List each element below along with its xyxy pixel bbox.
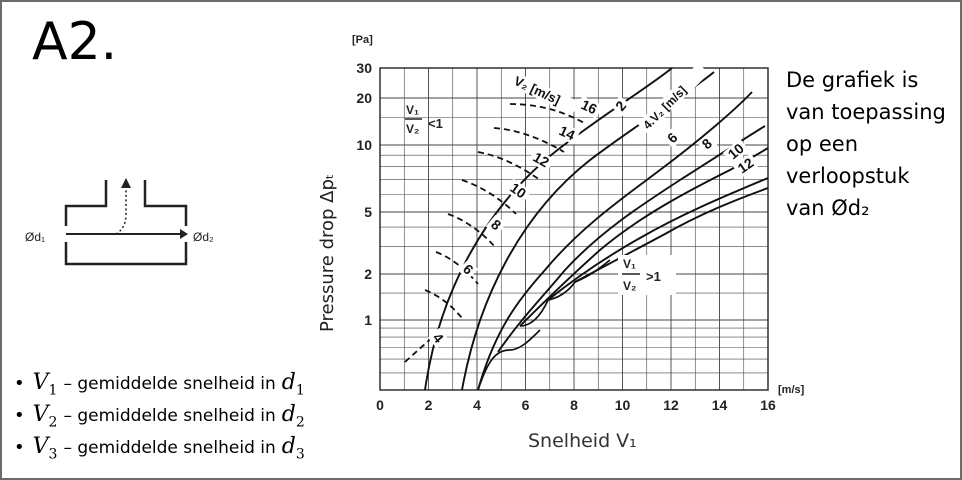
variable-description: – gemiddelde snelheid in <box>63 374 276 394</box>
pressure-curve-solid <box>519 147 769 327</box>
curve-label-dashed: 14 <box>557 122 578 143</box>
legend-item-v1: • V1 – gemiddelde snelheid in d1 <box>14 370 305 402</box>
label-backdrop <box>485 214 507 236</box>
variable-target: d1 <box>281 370 305 399</box>
ratio-denominator: V₂ <box>406 122 419 136</box>
ratio-low-value: <1 <box>428 116 443 131</box>
dashed-curve-family <box>404 103 587 363</box>
x-tick-label: 2 <box>425 397 433 413</box>
note-line: van toepassing <box>786 100 946 124</box>
bullet-icon: • <box>14 373 25 394</box>
pressure-curve-dashed <box>477 151 541 181</box>
x-tick-label: 8 <box>570 397 578 413</box>
label-backdrop <box>457 259 479 280</box>
pressure-curve-solid <box>547 281 576 301</box>
ratio-low-annotation: V₁ V₂ <1 <box>405 103 443 136</box>
plot-border <box>379 67 769 391</box>
pressure-curve-dashed <box>493 127 565 153</box>
x-tick-label: 16 <box>760 397 776 413</box>
pressure-curve-dashed <box>435 251 479 285</box>
pressure-curve-solid <box>519 299 549 327</box>
pressure-curve-dashed <box>509 103 587 125</box>
variable-target: d2 <box>281 402 305 431</box>
variable-legend: • V1 – gemiddelde snelheid in d1 • V2 – … <box>14 370 305 466</box>
y-axis-title: Pressure drop Δpₜ <box>317 174 338 332</box>
label-backdrop <box>427 327 449 349</box>
x-tick-label: 6 <box>522 397 530 413</box>
x-tick-label: 12 <box>663 397 679 413</box>
ratio-denominator: V₂ <box>623 279 636 293</box>
x-tick-label: 10 <box>615 397 631 413</box>
label-backdrop <box>527 148 555 173</box>
y-unit-label: [Pa] <box>352 34 373 46</box>
inlet-label: Ød₁ <box>25 230 45 244</box>
branch-flow-line <box>115 186 127 235</box>
x-tick-label: 0 <box>376 397 384 413</box>
x-unit-label: [m/s] <box>778 384 805 396</box>
y-tick-label: 1 <box>364 312 372 328</box>
variable-symbol: V2 <box>32 402 58 431</box>
curve-label-dashed: 12 <box>531 149 553 171</box>
label-backdrop <box>504 178 532 204</box>
label-backdrop <box>554 121 581 145</box>
pressure-curve-dashed <box>424 289 463 319</box>
curve-family-title: V₂ [m/s] <box>512 73 563 107</box>
fitting-outline-bottom <box>64 242 188 266</box>
label-backdrop <box>576 95 603 119</box>
pressure-curve-solid <box>424 67 673 391</box>
ratio-numerator: V₁ <box>406 103 419 117</box>
pressure-curve-solid <box>477 91 753 391</box>
slide-title: A2. <box>32 12 118 72</box>
variable-target: d3 <box>281 434 305 463</box>
legend-item-v2: • V2 – gemiddelde snelheid in d2 <box>14 402 305 434</box>
label-backdrop <box>662 127 683 149</box>
bullet-icon: • <box>14 437 25 458</box>
variable-description: – gemiddelde snelheid in <box>63 406 276 426</box>
fitting-outline-top <box>64 180 188 226</box>
x-axis-title: Snelheid V₁ <box>528 430 637 452</box>
pressure-curve-dashed <box>461 179 517 215</box>
ratio-high-annotation: V₁ V₂ >1 <box>618 255 676 295</box>
applicability-note: De grafiek is van toepassing op een verl… <box>786 64 956 224</box>
y-tick-label: 5 <box>364 204 372 220</box>
branch-flow-arrow-icon <box>121 178 131 188</box>
variable-symbol: V3 <box>32 434 58 463</box>
y-tick-label: 10 <box>356 137 372 153</box>
x-tick-label: 14 <box>712 397 728 413</box>
label-backdrop <box>509 71 579 116</box>
x-tick-label: 4 <box>473 397 481 413</box>
curve-label-solid: 16 <box>579 96 600 117</box>
tee-fitting-diagram: Ød₁ Ød₂ <box>25 178 214 266</box>
pressure-curve-solid <box>574 259 611 283</box>
ratio-numerator: V₁ <box>623 257 636 271</box>
note-line: van Ød₂ <box>786 196 870 220</box>
ratio-high-value: >1 <box>646 269 661 284</box>
pressure-curve-solid <box>477 329 541 391</box>
label-backdrop <box>610 95 632 117</box>
bullet-icon: • <box>14 405 25 426</box>
pressure-curve-solid <box>547 177 769 301</box>
label-backdrop <box>722 138 750 165</box>
note-line: op een <box>786 132 859 156</box>
outlet-label: Ød₂ <box>193 230 214 244</box>
y-tick-label: 20 <box>356 90 372 106</box>
label-backdrop <box>637 62 709 135</box>
legend-item-v3: • V3 – gemiddelde snelheid in d3 <box>14 434 305 466</box>
pressure-curve-solid <box>574 187 769 283</box>
label-backdrop <box>696 133 718 155</box>
note-line: verloopstuk <box>786 164 910 188</box>
label-backdrop <box>732 153 760 179</box>
y-tick-label: 2 <box>364 266 372 282</box>
variable-description: – gemiddelde snelheid in <box>63 438 276 458</box>
note-line: De grafiek is <box>786 68 919 92</box>
y-tick-label: 30 <box>356 60 372 76</box>
curve-label-solid: 4.V₂ [m/s] <box>640 83 689 132</box>
pressure-curve-dashed <box>447 213 497 249</box>
variable-symbol: V1 <box>32 370 58 399</box>
main-flow-arrow-icon <box>180 229 188 239</box>
